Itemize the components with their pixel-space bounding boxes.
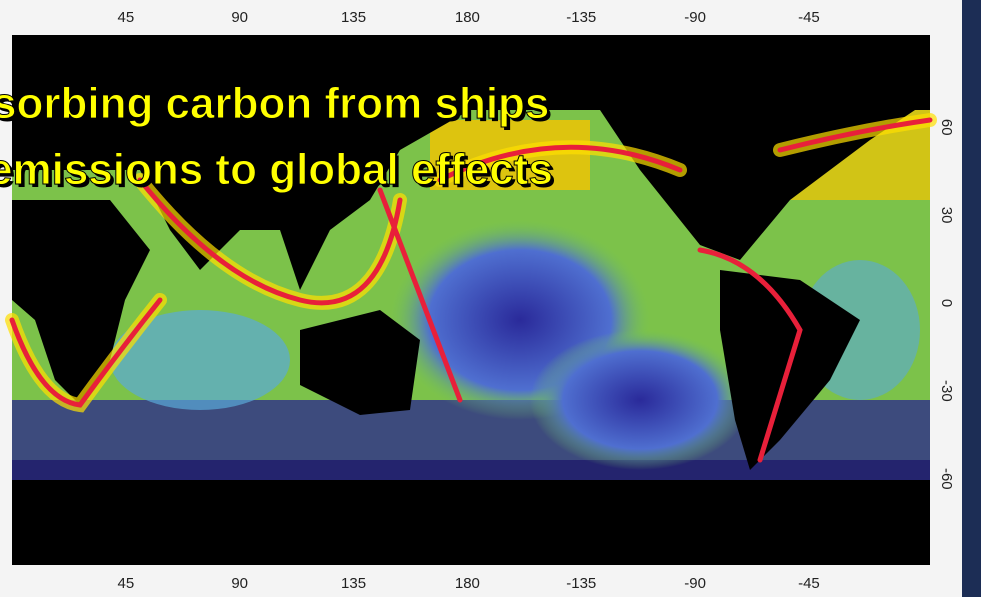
top-lon-label: 45 [118, 9, 135, 26]
right-lat-label: 60 [938, 119, 955, 136]
right-lat-label: -30 [938, 380, 955, 402]
bottom-lon-label: 135 [341, 575, 366, 592]
title-line: emissions to global effects [0, 145, 553, 194]
title-line: sorbing carbon from ships [0, 79, 549, 128]
bottom-lon-label: -90 [684, 575, 706, 592]
top-lon-label: -135 [566, 9, 596, 26]
bottom-lon-label: 180 [455, 575, 480, 592]
top-lon-label: -45 [798, 9, 820, 26]
page: sorbing carbon from shipssorbing carbon … [0, 0, 981, 597]
top-lon-label: 135 [341, 9, 366, 26]
bottom-lon-label: 45 [118, 575, 135, 592]
bottom-lon-label: -45 [798, 575, 820, 592]
right-lat-label: 0 [938, 299, 955, 307]
top-lon-label: 180 [455, 9, 480, 26]
right-lat-label: -60 [938, 468, 955, 490]
right-lat-label: 30 [938, 207, 955, 224]
bottom-lon-label: 90 [231, 575, 248, 592]
top-lon-label: 90 [231, 9, 248, 26]
slide-border [962, 0, 981, 597]
slide: sorbing carbon from shipssorbing carbon … [0, 0, 981, 597]
top-lon-label: -90 [684, 9, 706, 26]
bottom-lon-label: -135 [566, 575, 596, 592]
